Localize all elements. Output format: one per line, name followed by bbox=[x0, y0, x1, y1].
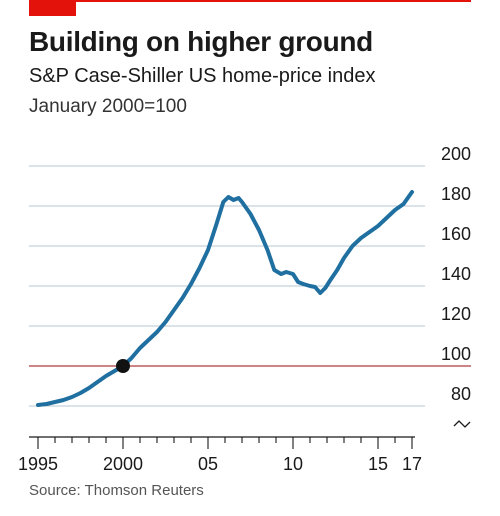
series-layer bbox=[36, 190, 414, 407]
chart-subtitle: S&P Case-Shiller US home-price index bbox=[29, 65, 376, 87]
y-tick-label: 120 bbox=[441, 304, 471, 324]
x-tick-label: 10 bbox=[283, 454, 303, 474]
y-tick-label: 180 bbox=[441, 184, 471, 204]
x-tick-label: 1995 bbox=[18, 454, 58, 474]
x-axis: 1995 2000 05 10 15 17 bbox=[18, 436, 422, 474]
x-tick-label: 05 bbox=[198, 454, 218, 474]
series-line-0 bbox=[36, 190, 414, 407]
y-tick-label: 160 bbox=[441, 224, 471, 244]
chart-unit-note: January 2000=100 bbox=[29, 96, 187, 117]
y-tick-label: 80 bbox=[451, 384, 471, 404]
source-note: Source: Thomson Reuters bbox=[29, 482, 204, 499]
highlight-point-marker bbox=[116, 359, 130, 373]
y-tick-label: 140 bbox=[441, 264, 471, 284]
x-tick-label: 2000 bbox=[103, 454, 143, 474]
top-rule bbox=[29, 0, 471, 2]
y-tick-label: 100 bbox=[441, 344, 471, 364]
gridlines bbox=[29, 165, 471, 407]
chart-title: Building on higher ground bbox=[29, 26, 373, 57]
x-tick-label: 15 bbox=[368, 454, 388, 474]
axis-break-icon bbox=[453, 420, 471, 428]
x-tick-label: 17 bbox=[402, 454, 422, 474]
y-axis-labels: 80 100 120 140 160 180 200 bbox=[441, 144, 471, 428]
y-tick-label: 200 bbox=[441, 144, 471, 164]
brand-accent-bar bbox=[29, 0, 76, 16]
